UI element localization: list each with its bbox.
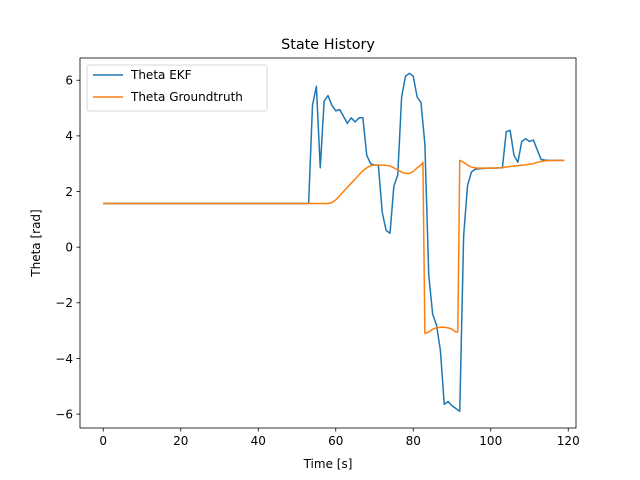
x-axis-label: Time [s] xyxy=(303,457,353,471)
y-axis-label: Theta [rad] xyxy=(29,209,43,277)
x-axis: 0 20 40 60 80 100 120 xyxy=(99,428,580,448)
y-tick-label: −6 xyxy=(55,407,73,421)
plot-background xyxy=(80,58,576,428)
x-tick-label: 120 xyxy=(557,434,580,448)
x-tick-label: 40 xyxy=(251,434,266,448)
y-tick-label: 0 xyxy=(65,240,73,254)
y-axis: −6 −4 −2 0 2 4 6 xyxy=(55,74,80,421)
legend-label-theta-groundtruth: Theta Groundtruth xyxy=(130,90,243,104)
x-tick-label: 60 xyxy=(328,434,343,448)
series-line-theta-groundtruth xyxy=(103,159,565,335)
x-tick-label: 80 xyxy=(406,434,421,448)
y-tick-label: 4 xyxy=(65,129,73,143)
plot-area xyxy=(79,57,577,429)
y-tick-label: 6 xyxy=(65,74,73,88)
x-tick-label: 20 xyxy=(173,434,188,448)
series-layer xyxy=(103,72,565,413)
y-tick-label: −2 xyxy=(55,296,73,310)
legend-label-theta-ekf: Theta EKF xyxy=(130,68,192,82)
y-tick-label: −4 xyxy=(55,352,73,366)
legend: Theta EKF Theta Groundtruth xyxy=(86,64,268,112)
x-tick-label: 100 xyxy=(479,434,502,448)
plot-frame xyxy=(79,57,577,429)
series-line-theta-ekf xyxy=(103,72,565,413)
chart-title: State History xyxy=(281,37,375,53)
x-tick-label: 0 xyxy=(99,434,107,448)
y-tick-label: 2 xyxy=(65,185,73,199)
legend-box xyxy=(86,64,268,112)
